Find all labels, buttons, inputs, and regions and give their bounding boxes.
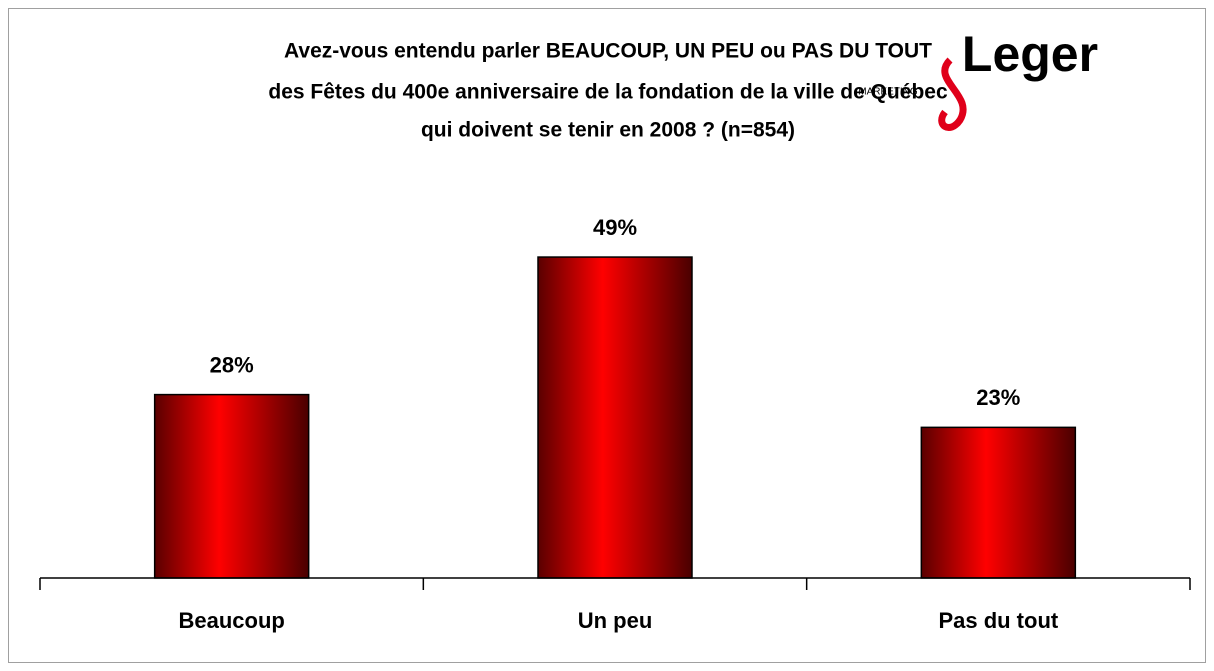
x-tick-label: Pas du tout [938, 608, 1058, 633]
chart-title: Avez-vous entendu parler BEAUCOUP, UN PE… [284, 40, 932, 63]
bar [920, 426, 1077, 579]
x-tick-label: Un peu [578, 608, 653, 633]
chart-title: qui doivent se tenir en 2008 ? (n=854) [421, 119, 795, 142]
data-label: 23% [976, 385, 1020, 410]
logo: Leger [962, 26, 1098, 82]
bar [153, 393, 310, 579]
data-label: 49% [593, 215, 637, 240]
logo-swoosh [938, 57, 967, 131]
data-label: 28% [210, 352, 254, 377]
bar [537, 256, 693, 579]
x-tick-label: Beaucoup [178, 608, 284, 633]
logo-subtext: MARKETING [858, 87, 918, 98]
chart-title: des Fêtes du 400e anniversaire de la fon… [268, 81, 948, 104]
